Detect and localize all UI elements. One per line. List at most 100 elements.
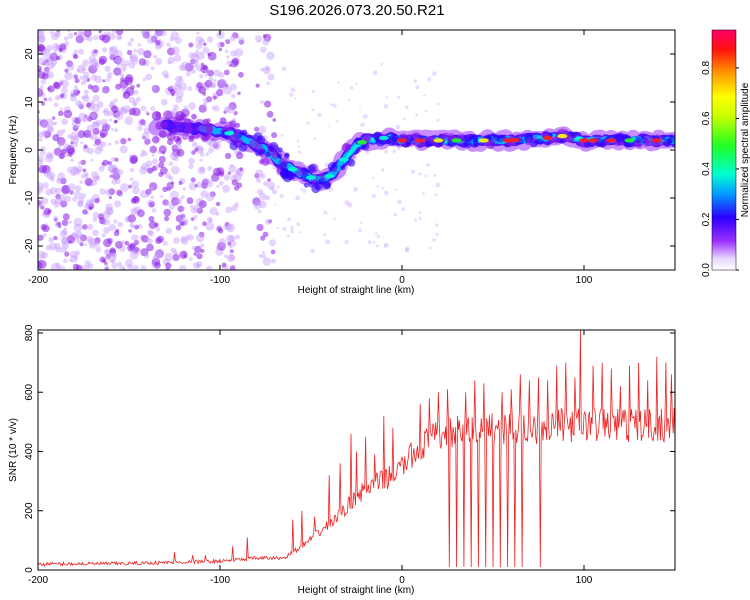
noise-speckle <box>179 250 188 259</box>
noise-speckle <box>159 30 167 37</box>
noise-speckle <box>294 97 297 100</box>
noise-speckle <box>127 41 133 47</box>
noise-speckle <box>45 244 52 251</box>
noise-speckle <box>92 121 99 128</box>
noise-speckle <box>47 97 53 102</box>
noise-speckle <box>62 213 70 221</box>
noise-speckle <box>141 132 150 140</box>
noise-speckle <box>434 193 438 197</box>
ridge-blob <box>199 123 209 133</box>
noise-speckle <box>229 265 236 270</box>
noise-speckle <box>141 235 149 243</box>
noise-speckle <box>109 118 113 122</box>
noise-speckle <box>328 189 332 193</box>
noise-speckle <box>180 61 190 71</box>
noise-speckle <box>108 32 116 40</box>
noise-speckle <box>223 110 227 114</box>
noise-speckle <box>385 96 388 99</box>
noise-speckle <box>98 165 105 172</box>
noise-speckle <box>133 48 138 53</box>
noise-speckle <box>197 166 206 175</box>
noise-speckle <box>121 107 125 111</box>
noise-speckle <box>196 253 203 260</box>
noise-speckle <box>59 81 64 85</box>
noise-speckle <box>88 237 96 246</box>
noise-speckle <box>91 171 100 180</box>
noise-speckle <box>207 166 213 171</box>
noise-speckle <box>212 95 217 100</box>
noise-speckle <box>73 255 79 260</box>
ridge-blob <box>219 117 227 125</box>
noise-speckle <box>164 74 169 79</box>
noise-speckle <box>54 122 58 125</box>
noise-speckle <box>86 35 93 42</box>
noise-speckle <box>47 209 52 214</box>
noise-speckle <box>67 183 76 192</box>
noise-speckle <box>190 58 196 65</box>
noise-speckle <box>92 229 99 237</box>
noise-speckle <box>266 51 275 61</box>
ridge-blob <box>173 118 182 127</box>
noise-speckle <box>137 48 145 56</box>
noise-speckle <box>348 98 351 101</box>
noise-speckle <box>94 240 100 247</box>
noise-speckle <box>267 219 273 224</box>
noise-speckle <box>121 107 129 115</box>
noise-speckle <box>129 54 134 59</box>
noise-speckle <box>38 259 47 269</box>
noise-speckle <box>205 265 214 270</box>
noise-speckle <box>231 179 239 186</box>
noise-speckle <box>105 206 114 215</box>
noise-speckle <box>267 73 275 81</box>
noise-speckle <box>102 47 108 53</box>
noise-speckle <box>196 207 203 214</box>
noise-speckle <box>129 222 134 228</box>
noise-speckle <box>372 241 376 244</box>
noise-speckle <box>132 100 138 106</box>
noise-speckle <box>178 64 186 72</box>
noise-speckle <box>255 83 260 88</box>
noise-speckle <box>105 189 112 196</box>
noise-speckle <box>375 232 378 235</box>
ridge-blob <box>279 168 290 179</box>
noise-speckle <box>104 266 109 270</box>
noise-speckle <box>128 107 137 116</box>
noise-speckle <box>213 78 217 83</box>
noise-speckle <box>229 34 237 42</box>
x-tick-label: -200 <box>28 575 48 586</box>
noise-speckle <box>84 172 89 177</box>
ridge-blob <box>319 172 324 178</box>
noise-speckle <box>195 263 201 269</box>
noise-speckle <box>188 52 195 59</box>
noise-speckle <box>127 264 133 270</box>
ridge-blob <box>238 142 248 152</box>
noise-speckle <box>216 225 223 232</box>
x-tick-label: 100 <box>576 275 593 286</box>
noise-speckle <box>404 246 410 252</box>
noise-speckle <box>41 130 48 137</box>
noise-speckle <box>83 94 89 99</box>
noise-speckle <box>401 207 406 212</box>
noise-speckle <box>435 223 439 227</box>
noise-speckle <box>84 177 93 186</box>
noise-speckle <box>116 34 122 41</box>
ridge-blob <box>277 153 283 159</box>
noise-speckle <box>262 257 272 266</box>
noise-speckle <box>151 264 156 268</box>
noise-speckle <box>84 173 89 178</box>
noise-speckle <box>91 85 100 93</box>
noise-speckle <box>324 162 330 168</box>
noise-speckle <box>153 261 161 269</box>
noise-speckle <box>102 79 106 83</box>
noise-speckle <box>53 215 59 221</box>
noise-speckle <box>173 237 180 244</box>
noise-speckle <box>91 62 100 70</box>
snr-x-axis-label: Height of straight line (km) <box>298 585 415 596</box>
noise-speckle <box>433 173 437 177</box>
ridge-blob <box>202 118 209 126</box>
snr-marks <box>38 330 675 568</box>
noise-speckle <box>42 61 46 66</box>
noise-speckle <box>227 241 232 246</box>
noise-speckle <box>74 170 80 176</box>
noise-speckle <box>90 158 94 162</box>
